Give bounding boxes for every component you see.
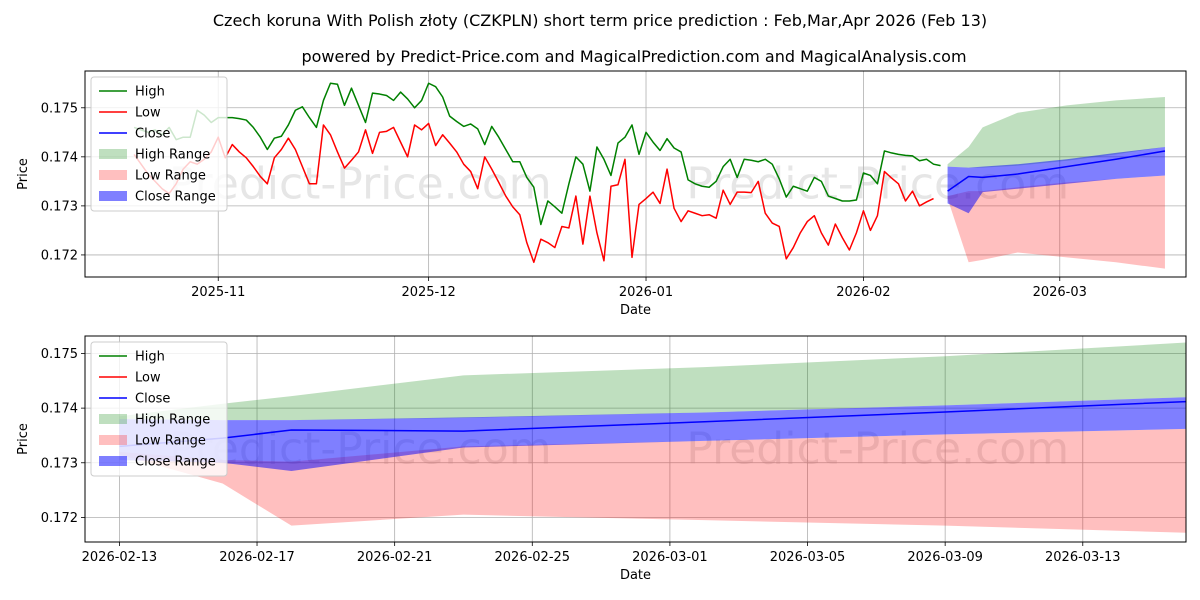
legend-swatch-patch	[99, 414, 127, 424]
legend-box	[90, 76, 228, 212]
close-series-line	[947, 150, 1166, 192]
x-tick-label: 2026-02-13	[82, 550, 158, 565]
x-tick-label: 2026-01	[619, 285, 673, 300]
low-series-line	[133, 122, 934, 264]
x-tick-label: 2026-02-21	[357, 550, 433, 565]
legend-label: Close	[135, 127, 170, 142]
close-range-band	[947, 147, 1165, 214]
plot-area	[133, 82, 1166, 269]
legend-swatch-patch	[99, 170, 127, 180]
y-tick-label: 0.173	[41, 199, 78, 214]
legend-label: Low	[135, 106, 161, 121]
x-tick-label: 2025-12	[401, 285, 455, 300]
legend-box	[90, 341, 228, 477]
y-tick-label: 0.174	[41, 150, 78, 165]
y-axis-label: Price	[16, 423, 31, 455]
close-range-band	[119, 397, 1186, 471]
legend-label: High	[135, 85, 165, 100]
x-tick-label: 2026-02	[836, 285, 890, 300]
watermark-left: Predict-Price.com	[169, 159, 552, 210]
bottom-panel: Predict-Price.comPredict-Price.com2026-0…	[16, 335, 1187, 583]
low-range-band	[947, 175, 1165, 269]
x-axis-label: Date	[620, 568, 651, 583]
x-tick-label: 2026-03-01	[632, 550, 708, 565]
top-panel: Predict-Price.com Predict-Price.com2025-1…	[16, 70, 1187, 318]
legend-label: High	[135, 350, 165, 365]
legend-label: Close	[135, 392, 170, 407]
x-tick-label: 2026-03-09	[907, 550, 983, 565]
high-series-line	[133, 82, 941, 226]
legend-swatch-patch	[99, 149, 127, 159]
legend-label: High Range	[135, 413, 210, 428]
x-tick-label: 2026-03-13	[1045, 550, 1121, 565]
x-tick-label: 2026-02-17	[219, 550, 295, 565]
legend-label: Low	[135, 371, 161, 386]
x-axis-label: Date	[620, 303, 651, 318]
x-tick-label: 2026-02-25	[495, 550, 571, 565]
legend-label: Close Range	[135, 190, 216, 205]
plot-area	[119, 342, 1186, 533]
x-tick-label: 2025-11	[191, 285, 245, 300]
legend-label: Low Range	[135, 434, 206, 449]
y-tick-label: 0.172	[41, 248, 78, 263]
x-tick-label: 2026-03-05	[770, 550, 846, 565]
y-tick-label: 0.175	[41, 347, 78, 362]
axes-frame	[84, 335, 1187, 543]
legend-swatch-patch	[99, 435, 127, 445]
high-range-band	[947, 97, 1165, 168]
y-tick-label: 0.175	[41, 101, 78, 116]
y-tick-label: 0.172	[41, 511, 78, 526]
y-axis-label: Price	[16, 158, 31, 190]
legend-label: Low Range	[135, 169, 206, 184]
legend-swatch-patch	[99, 456, 127, 466]
high-range-band	[119, 342, 1186, 421]
legend-swatch-patch	[99, 191, 127, 201]
legend-label: Close Range	[135, 455, 216, 470]
y-tick-label: 0.173	[41, 456, 78, 471]
chart-subtitle: powered by Predict-Price.com and Magical…	[301, 47, 966, 66]
y-tick-label: 0.174	[41, 402, 78, 417]
chart-title: Czech koruna With Polish złoty (CZKPLN) …	[213, 11, 987, 30]
legend-label: High Range	[135, 148, 210, 163]
x-tick-label: 2026-03	[1033, 285, 1087, 300]
axes-frame	[84, 70, 1187, 278]
